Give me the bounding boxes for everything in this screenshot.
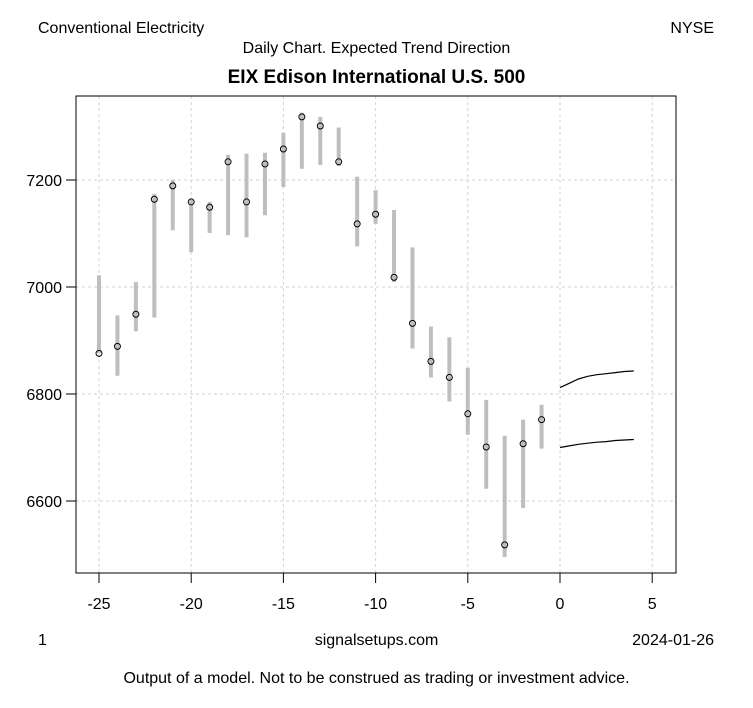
chart-title: EIX Edison International U.S. 500 — [227, 67, 526, 88]
grid-lines — [76, 96, 676, 573]
close-point — [372, 210, 380, 218]
close-point — [132, 310, 140, 318]
close-point — [113, 342, 121, 350]
close-point — [187, 198, 195, 206]
x-tick-label: -5 — [461, 596, 475, 613]
close-point — [390, 273, 398, 281]
x-tick-label: -20 — [180, 596, 203, 613]
close-point — [243, 198, 251, 206]
close-point — [261, 160, 269, 168]
close-point — [445, 373, 453, 381]
sector-label: Conventional Electricity — [38, 20, 205, 37]
forecast-line-lower — [559, 438, 634, 449]
close-point — [519, 440, 527, 448]
chart-subtitle: Daily Chart. Expected Trend Direction — [242, 40, 511, 57]
x-tick-label: -15 — [272, 596, 295, 613]
y-tick-label: 7000 — [26, 280, 62, 297]
y-axis: 6600 6800 7000 7200 — [26, 173, 76, 511]
date-label: 2024-01-26 — [632, 632, 714, 649]
forecast-lines — [559, 370, 634, 449]
range-bars — [97, 112, 544, 558]
close-point — [538, 416, 546, 424]
close-point — [482, 443, 490, 451]
y-tick-label: 6800 — [26, 387, 62, 404]
close-point — [335, 158, 343, 166]
close-point — [150, 195, 158, 203]
close-points — [95, 113, 546, 549]
close-point — [279, 145, 287, 153]
x-axis: -25 -20 -15 -10 -5 0 5 — [87, 573, 657, 613]
disclaimer: Output of a model. Not to be construed a… — [123, 670, 630, 687]
close-point — [206, 203, 214, 211]
exchange-label: NYSE — [670, 20, 714, 37]
x-tick-label: -25 — [87, 596, 110, 613]
page-number: 1 — [38, 632, 47, 649]
y-tick-label: 6600 — [26, 494, 62, 511]
x-tick-label: 0 — [556, 596, 565, 613]
x-tick-label: -10 — [364, 596, 387, 613]
close-point — [464, 410, 472, 418]
close-point — [353, 220, 361, 228]
close-point — [316, 122, 324, 130]
close-point — [95, 349, 103, 357]
close-point — [224, 158, 232, 166]
site-label: signalsetups.com — [314, 632, 439, 649]
close-point — [408, 319, 416, 327]
y-tick-label: 7200 — [26, 173, 62, 190]
forecast-line-upper — [559, 370, 634, 389]
close-point — [298, 113, 306, 121]
close-point — [501, 541, 509, 549]
x-tick-label: 5 — [648, 596, 657, 613]
close-point — [427, 357, 435, 365]
close-point — [169, 182, 177, 190]
